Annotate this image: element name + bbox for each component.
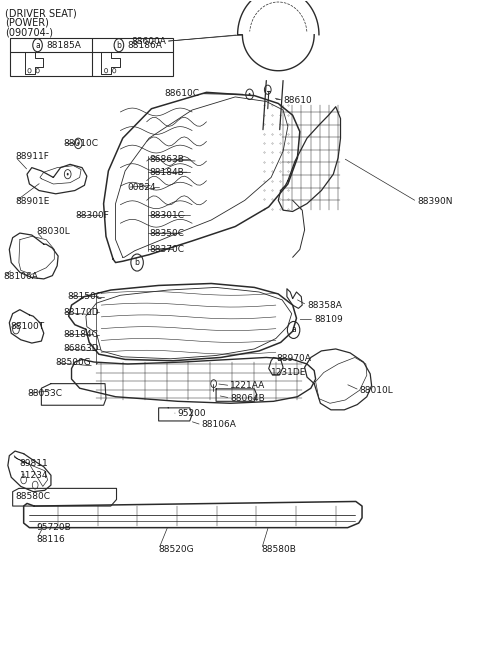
- Text: 11234: 11234: [20, 471, 48, 480]
- Text: 88184B: 88184B: [149, 168, 184, 176]
- Text: 88350C: 88350C: [149, 228, 184, 237]
- Text: 88520G: 88520G: [158, 544, 194, 554]
- Text: 95200: 95200: [178, 409, 206, 418]
- Text: a: a: [35, 41, 40, 50]
- Circle shape: [249, 93, 251, 96]
- Text: 88300F: 88300F: [75, 211, 109, 220]
- Text: 89811: 89811: [20, 459, 48, 468]
- Text: 86863B: 86863B: [149, 155, 184, 163]
- Text: (POWER): (POWER): [5, 18, 49, 28]
- Text: 88053C: 88053C: [27, 389, 62, 398]
- Text: 86863D: 86863D: [63, 344, 98, 354]
- Text: 88010C: 88010C: [63, 139, 98, 148]
- Text: 88970A: 88970A: [276, 354, 311, 363]
- Text: b: b: [135, 258, 140, 267]
- Text: 88301C: 88301C: [149, 211, 184, 220]
- Text: 88610C: 88610C: [164, 89, 199, 98]
- Text: 88106A: 88106A: [202, 420, 237, 430]
- Text: 88901E: 88901E: [15, 197, 49, 206]
- Text: 88358A: 88358A: [307, 300, 342, 310]
- Text: 88170D: 88170D: [63, 308, 98, 317]
- Text: 00824: 00824: [128, 183, 156, 192]
- Text: 88109: 88109: [314, 315, 343, 324]
- Text: (090704-): (090704-): [5, 27, 53, 37]
- Text: (DRIVER SEAT): (DRIVER SEAT): [5, 9, 77, 19]
- Text: 88010L: 88010L: [360, 386, 394, 395]
- Text: 88500G: 88500G: [56, 358, 92, 367]
- Text: 88370C: 88370C: [149, 245, 184, 254]
- Circle shape: [77, 142, 79, 145]
- Text: 88100T: 88100T: [10, 321, 44, 331]
- Text: 88064B: 88064B: [230, 394, 265, 403]
- Text: 88116: 88116: [36, 535, 65, 544]
- Text: 88911F: 88911F: [15, 152, 49, 161]
- Text: 88390N: 88390N: [417, 197, 453, 206]
- Text: b: b: [117, 41, 121, 50]
- Text: 88185A: 88185A: [46, 41, 81, 50]
- Text: 88600A: 88600A: [131, 37, 166, 46]
- Text: 1231DE: 1231DE: [271, 368, 307, 377]
- Text: 88184C: 88184C: [63, 330, 98, 339]
- Text: a: a: [291, 325, 296, 335]
- Text: 95720B: 95720B: [36, 523, 72, 532]
- Text: 88186A: 88186A: [128, 41, 162, 50]
- Text: 88580B: 88580B: [262, 544, 297, 554]
- Text: 88106A: 88106A: [3, 272, 38, 281]
- Bar: [10, 38, 173, 76]
- Text: 88610: 88610: [283, 96, 312, 105]
- Circle shape: [67, 173, 69, 175]
- Text: 1221AA: 1221AA: [230, 381, 265, 390]
- Text: 88150C: 88150C: [68, 292, 103, 301]
- Text: 88580C: 88580C: [15, 492, 50, 501]
- Text: 88030L: 88030L: [36, 227, 71, 236]
